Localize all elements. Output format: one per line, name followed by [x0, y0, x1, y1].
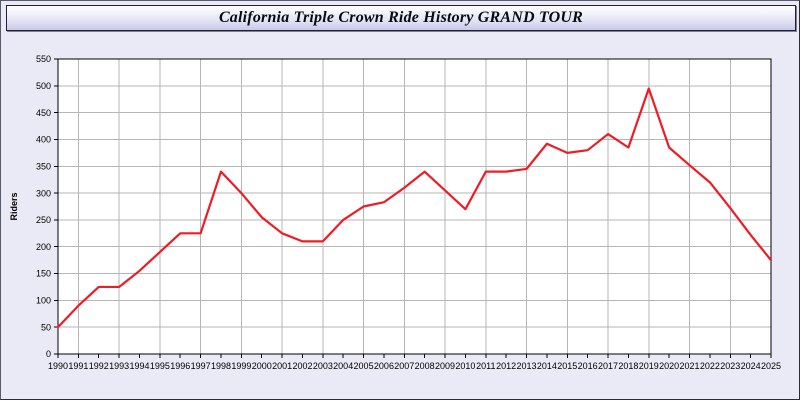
y-tick-label: 200 [36, 242, 51, 252]
x-tick-label: 1995 [150, 361, 170, 371]
x-tick-label: 2009 [435, 361, 455, 371]
x-tick-label: 2006 [374, 361, 394, 371]
y-tick-label: 0 [46, 349, 51, 359]
y-tick-label: 50 [41, 322, 51, 332]
x-tick-label: 2007 [394, 361, 414, 371]
y-tick-label: 550 [36, 54, 51, 64]
x-tick-label: 2002 [292, 361, 312, 371]
x-tick-label: 2018 [618, 361, 638, 371]
chart-plot-container: 0 50 100 150 200 250 300 350 400 450 500 550 1990 199… [1, 33, 799, 399]
page-title: California Triple Crown Ride History GRA… [218, 9, 584, 26]
y-tick-label: 100 [36, 296, 51, 306]
x-tick-label: 2016 [578, 361, 598, 371]
x-tick-label: 2001 [272, 361, 292, 371]
x-tick-label: 1994 [129, 361, 149, 371]
plot-background [58, 59, 771, 354]
x-tick-label: 2005 [354, 361, 374, 371]
x-tick-label: 2014 [537, 361, 557, 371]
x-tick-label: 2003 [313, 361, 333, 371]
y-tick-label: 450 [36, 108, 51, 118]
x-tick-label: 1991 [68, 361, 88, 371]
x-tick-label: 2017 [598, 361, 618, 371]
y-tick-label: 350 [36, 161, 51, 171]
window-title-bar: California Triple Crown Ride History GRA… [6, 5, 796, 31]
x-tick-label: 2025 [761, 361, 781, 371]
x-tick-label: 2023 [720, 361, 740, 371]
x-tick-label: 1997 [191, 361, 211, 371]
x-tick-label: 2021 [679, 361, 699, 371]
x-tick-label: 2008 [415, 361, 435, 371]
x-tick-label: 2004 [333, 361, 353, 371]
series-line-riders [56, 87, 773, 329]
x-tick-label: 1999 [231, 361, 251, 371]
x-tick-label: 1998 [211, 361, 231, 371]
x-tick-label: 1992 [89, 361, 109, 371]
y-tick-label: 400 [36, 135, 51, 145]
y-tick-label: 300 [36, 188, 51, 198]
x-tick-label: 2012 [496, 361, 516, 371]
x-tick-label: 2000 [252, 361, 272, 371]
x-tick-label: 2020 [659, 361, 679, 371]
x-tick-label: 1993 [109, 361, 129, 371]
x-tick-label: 2015 [557, 361, 577, 371]
plot-border [57, 58, 772, 355]
y-tick-label: 500 [36, 81, 51, 91]
x-tick-label: 2024 [741, 361, 761, 371]
x-tick-label: 2010 [455, 361, 475, 371]
y-tick-label: 250 [36, 215, 51, 225]
y-tick-label: 150 [36, 269, 51, 279]
x-tick-label: 2011 [476, 361, 495, 371]
x-tick-label: 2013 [517, 361, 537, 371]
x-tick-label: 2022 [700, 361, 720, 371]
x-tick-label: 2019 [639, 361, 659, 371]
x-tick-label: 1996 [170, 361, 190, 371]
y-axis-title: Riders [9, 192, 19, 220]
x-tick-label: 1990 [48, 361, 68, 371]
